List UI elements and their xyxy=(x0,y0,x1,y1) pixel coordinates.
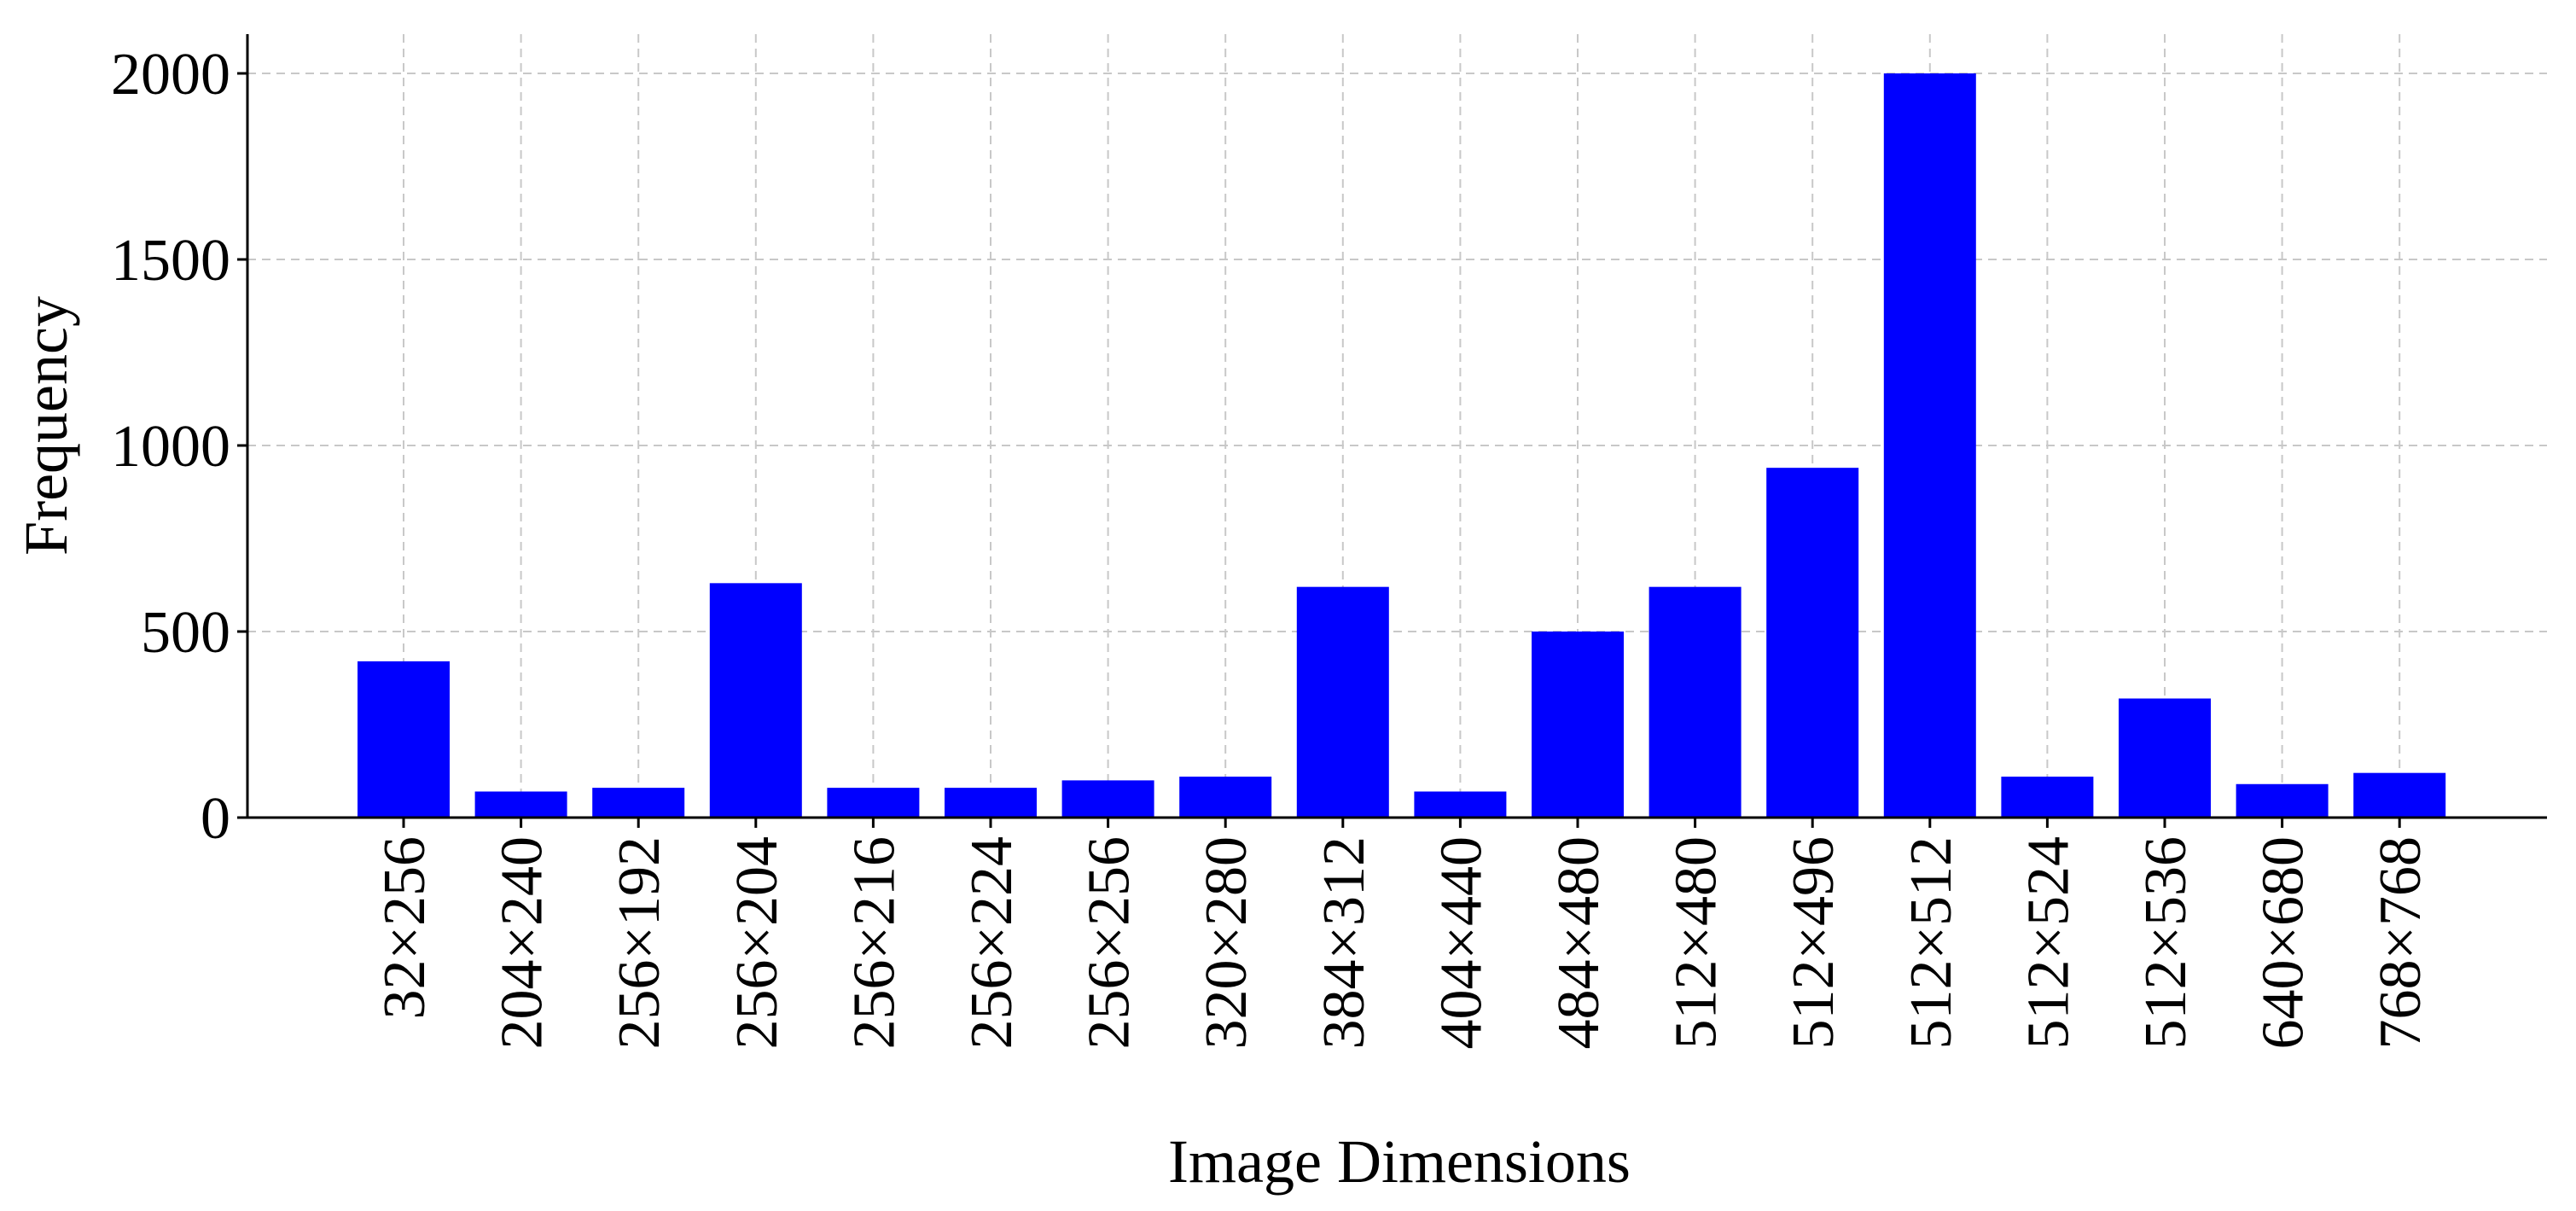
x-axis-title: Image Dimensions xyxy=(1168,1127,1631,1196)
x-tick-label: 32×256 xyxy=(372,836,438,1019)
x-tick-label: 384×312 xyxy=(1311,836,1377,1049)
x-tick-label: 640×680 xyxy=(2251,836,2317,1049)
x-tick-label: 256×204 xyxy=(724,836,790,1049)
bar xyxy=(2353,772,2446,818)
bar xyxy=(2001,777,2094,818)
bar xyxy=(474,791,567,818)
bar xyxy=(592,788,685,818)
x-tick-label: 484×480 xyxy=(1546,836,1612,1049)
bar xyxy=(1532,632,1624,818)
y-ticks: 0 500 1000 1500 2000 xyxy=(111,42,247,852)
bar xyxy=(2119,698,2211,818)
bar xyxy=(709,583,802,818)
y-axis-title: Frequency xyxy=(12,296,80,556)
x-tick-label: 404×440 xyxy=(1428,836,1494,1049)
bar xyxy=(1061,780,1154,818)
y-tick-label: 2000 xyxy=(111,42,230,108)
x-tick-label: 512×524 xyxy=(2015,836,2081,1049)
x-tick-label: 512×496 xyxy=(1781,836,1846,1049)
x-tick-label: 320×280 xyxy=(1194,836,1259,1049)
bar xyxy=(358,661,450,818)
y-tick-label: 1000 xyxy=(111,414,230,480)
y-tick-label: 500 xyxy=(141,600,230,666)
bar xyxy=(945,788,1037,818)
y-tick-label: 0 xyxy=(201,786,230,852)
x-tick-label: 512×536 xyxy=(2133,836,2199,1049)
bars xyxy=(358,73,2446,818)
bar xyxy=(1296,586,1389,818)
bar xyxy=(827,788,920,818)
y-tick-label: 1500 xyxy=(111,228,230,294)
bar xyxy=(1179,777,1272,818)
x-tick-label: 256×224 xyxy=(959,836,1025,1049)
x-ticks: 32×256 204×240 256×192 256×204 256×216 256×22… xyxy=(372,818,2434,1049)
x-tick-label: 768×768 xyxy=(2368,836,2434,1049)
bar xyxy=(1414,791,1507,818)
bar xyxy=(1766,468,1859,818)
x-tick-label: 204×240 xyxy=(490,836,555,1049)
bar xyxy=(1649,586,1742,818)
x-tick-label: 256×192 xyxy=(607,836,672,1049)
x-tick-label: 256×216 xyxy=(841,836,907,1049)
x-tick-label: 512×480 xyxy=(1664,836,1730,1049)
bar xyxy=(1883,73,1976,818)
bar xyxy=(2236,783,2329,818)
x-tick-label: 256×256 xyxy=(1077,836,1143,1049)
x-tick-label: 512×512 xyxy=(1899,836,1964,1049)
